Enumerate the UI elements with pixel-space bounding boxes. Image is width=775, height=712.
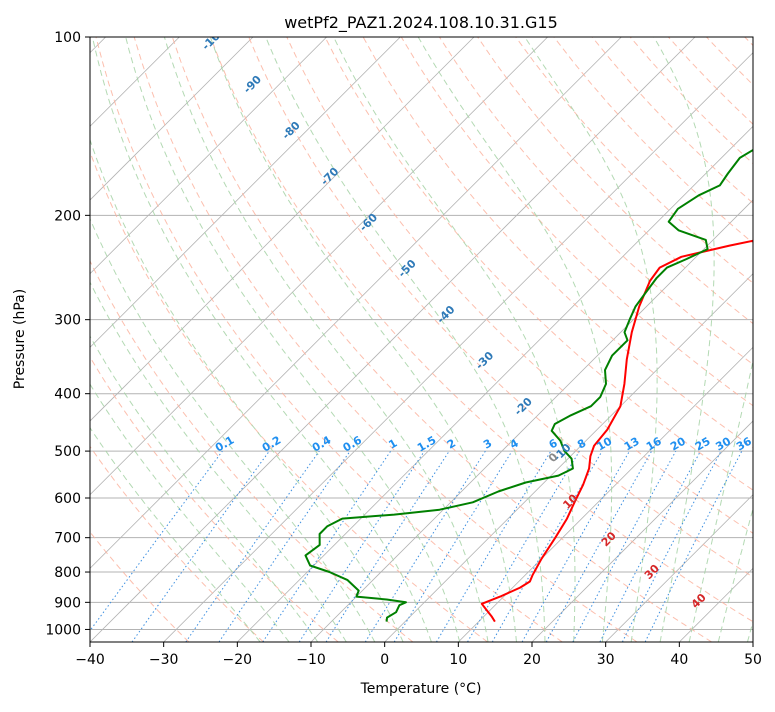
y-tick-label: 900 (54, 595, 81, 611)
y-tick-label: 600 (54, 491, 81, 507)
x-tick-label: −10 (296, 652, 326, 668)
x-tick-label: −30 (149, 652, 179, 668)
y-axis-label: Pressure (hPa) (12, 289, 28, 389)
y-tick-label: 800 (54, 565, 81, 581)
x-tick-label: 40 (670, 652, 688, 668)
y-tick-label: 400 (54, 387, 81, 403)
x-tick-label: 30 (597, 652, 615, 668)
chart-title: wetPf2_PAZ1.2024.108.10.31.G15 (284, 13, 558, 33)
x-tick-label: −40 (75, 652, 105, 668)
y-tick-label: 100 (54, 30, 81, 46)
y-tick-label: 300 (54, 313, 81, 329)
x-axis-label: Temperature (°C) (360, 681, 482, 697)
y-tick-label: 500 (54, 444, 81, 460)
x-tick-label: 10 (449, 652, 467, 668)
x-tick-label: 0 (380, 652, 389, 668)
x-tick-label: 20 (523, 652, 541, 668)
y-tick-label: 1000 (45, 622, 81, 638)
x-tick-label: −20 (223, 652, 253, 668)
y-tick-label: 700 (54, 531, 81, 547)
y-tick-label: 200 (54, 208, 81, 224)
x-tick-label: 50 (744, 652, 762, 668)
